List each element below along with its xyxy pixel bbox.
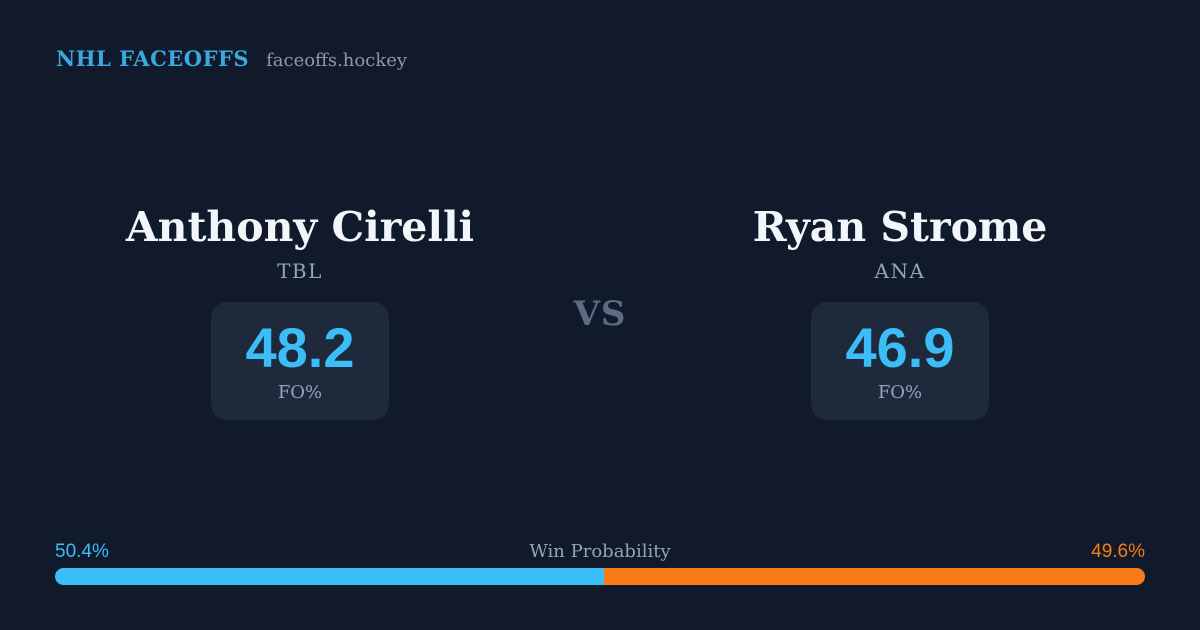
stat-value-right: 46.9 bbox=[845, 316, 955, 380]
player-name-right: Ryan Strome bbox=[752, 203, 1048, 251]
vs-label: VS bbox=[573, 294, 627, 334]
brand-title: NHL FACEOFFS bbox=[56, 46, 250, 71]
header: NHL FACEOFFS faceoffs.hockey bbox=[56, 46, 407, 71]
win-probability-bar-right-segment bbox=[604, 568, 1145, 585]
stat-label-right: FO% bbox=[877, 382, 923, 404]
player-team-left: TBL bbox=[277, 259, 323, 284]
win-probability-section: 50.4% Win Probability 49.6% bbox=[55, 541, 1145, 585]
player-card-right: Ryan Strome ANA 46.9 FO% bbox=[660, 203, 1140, 421]
win-probability-left-value: 50.4% bbox=[55, 541, 109, 562]
win-probability-bar bbox=[55, 568, 1145, 585]
player-name-left: Anthony Cirelli bbox=[125, 203, 475, 251]
win-probability-title: Win Probability bbox=[529, 541, 671, 562]
site-url: faceoffs.hockey bbox=[266, 50, 408, 71]
stat-box-left: 48.2 FO% bbox=[211, 302, 389, 421]
win-probability-right-value: 49.6% bbox=[1091, 541, 1145, 562]
player-card-left: Anthony Cirelli TBL 48.2 FO% bbox=[60, 203, 540, 421]
win-probability-bar-left-segment bbox=[55, 568, 605, 585]
stat-value-left: 48.2 bbox=[245, 316, 355, 380]
player-team-right: ANA bbox=[874, 259, 926, 284]
win-probability-labels: 50.4% Win Probability 49.6% bbox=[55, 541, 1145, 565]
stat-label-left: FO% bbox=[277, 382, 323, 404]
stat-box-right: 46.9 FO% bbox=[811, 302, 989, 421]
